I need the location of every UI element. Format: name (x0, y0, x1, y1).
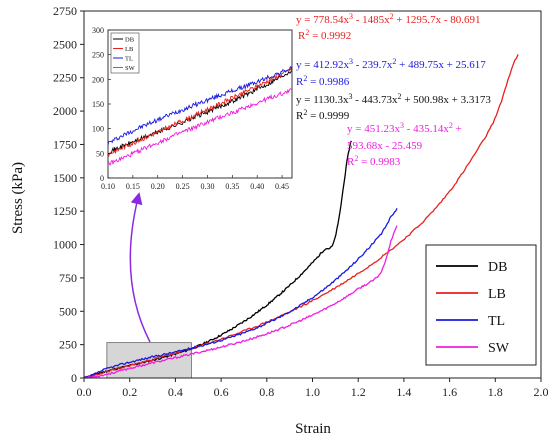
r-squared-3: R2 = 0.9999 (296, 108, 350, 123)
inset-y-tick-label: 50 (96, 149, 104, 158)
inset-chart: 0.10 0.15 0.20 0.25 0.30 0.35 0.40 0.45 0 50 100 15… (92, 26, 293, 191)
y-tick-label: 2250 (53, 71, 77, 85)
series-line-lb (83, 54, 519, 379)
equation-1: y = 778.54x3 - 1485x2 + 1295.7x - 80.691 (296, 12, 481, 27)
zoom-arrow-path (129, 192, 151, 343)
inset-x-tick-label: 0.45 (275, 182, 289, 191)
x-tick-label: 0.0 (77, 385, 92, 399)
series-layer (83, 54, 519, 379)
inset-y-tick-label: 250 (92, 51, 104, 60)
r-squared-1: R2 = 0.9992 (298, 28, 351, 43)
x-tick-label: 1.4 (396, 385, 411, 399)
equation-3: y = 1130.3x3 - 443.73x2 + 500.98x + 3.31… (296, 92, 491, 107)
y-tick-label: 250 (59, 338, 77, 352)
inset-series-line-sw (108, 88, 292, 166)
x-tick-label: 1.0 (305, 385, 320, 399)
r-squared-4: R2 = 0.9983 (347, 154, 401, 169)
inset-y-tick-label: 0 (100, 174, 104, 183)
inset-x-tick-label: 0.10 (101, 182, 115, 191)
inset-x-tick-label: 0.40 (250, 182, 264, 191)
y-tick-label: 1750 (53, 137, 77, 151)
y-tick-label: 2500 (53, 37, 77, 51)
y-tick-label: 0 (71, 371, 77, 385)
y-tick-label: 500 (59, 304, 77, 318)
y-tick-label: 750 (59, 271, 77, 285)
inset-legend-label-sw: SW (125, 65, 136, 72)
inset-series-line-tl (108, 66, 292, 146)
x-axis-title: Strain (295, 421, 331, 437)
x-tick-label: 1.8 (488, 385, 503, 399)
y-tick-label: 2750 (53, 4, 77, 18)
y-tick-label: 1250 (53, 204, 77, 218)
x-tick-label: 0.2 (122, 385, 137, 399)
inset-legend-label-db: DB (125, 37, 135, 44)
axes-layer: 0.0 0.2 0.4 0.6 0.8 1.0 1.2 1.4 1.6 1.8 2.00250500… (53, 4, 549, 399)
x-tick-label: 2.0 (534, 385, 549, 399)
r-squared-2: R2 = 0.9986 (296, 74, 350, 89)
legend-label-sw: SW (488, 341, 510, 356)
x-tick-label: 0.8 (259, 385, 274, 399)
inset-x-tick-label: 0.35 (225, 182, 239, 191)
x-tick-label: 1.2 (351, 385, 366, 399)
series-line-tl (83, 208, 398, 379)
zoom-arrow (129, 192, 151, 343)
legend-label-lb: LB (488, 287, 506, 302)
series-line-db (83, 140, 352, 379)
y-tick-label: 2000 (53, 104, 77, 118)
inset-y-tick-label: 150 (92, 100, 104, 109)
legend-box (425, 244, 537, 366)
inset-x-tick-label: 0.30 (200, 182, 214, 191)
inset-y-tick-label: 100 (92, 125, 104, 134)
y-tick-label: 1000 (53, 238, 77, 252)
y-tick-label: 1500 (53, 171, 77, 185)
legend-label-db: DB (488, 260, 507, 275)
equation-4-line2: 593.68x - 25.459 (347, 140, 423, 152)
legend-label-tl: TL (488, 314, 505, 329)
inset-y-tick-label: 200 (92, 75, 104, 84)
y-axis-title: Stress (kPa) (10, 162, 26, 234)
inset-legend-label-lb: LB (125, 46, 134, 53)
inset-x-tick-label: 0.15 (126, 182, 140, 191)
series-line-sw (84, 225, 398, 379)
inset-x-tick-label: 0.20 (151, 182, 165, 191)
legend: DB LB TL SW (425, 244, 537, 366)
x-tick-label: 0.6 (214, 385, 229, 399)
inset-series-line-lb (108, 66, 292, 157)
x-tick-label: 0.4 (168, 385, 183, 399)
equation-4-line1: y = 451.23x3 - 435.14x2 + (347, 121, 462, 136)
inset-legend-box (110, 32, 140, 74)
equations-layer: y = 778.54x3 - 1485x2 + 1295.7x - 80.691… (296, 12, 491, 169)
inset-y-tick-label: 300 (92, 26, 104, 35)
inset-legend-label-tl: TL (125, 56, 133, 63)
equation-2: y = 412.92x3 - 239.7x2 + 489.75x + 25.61… (296, 57, 486, 72)
x-tick-label: 1.6 (442, 385, 457, 399)
inset-x-tick-label: 0.25 (176, 182, 190, 191)
